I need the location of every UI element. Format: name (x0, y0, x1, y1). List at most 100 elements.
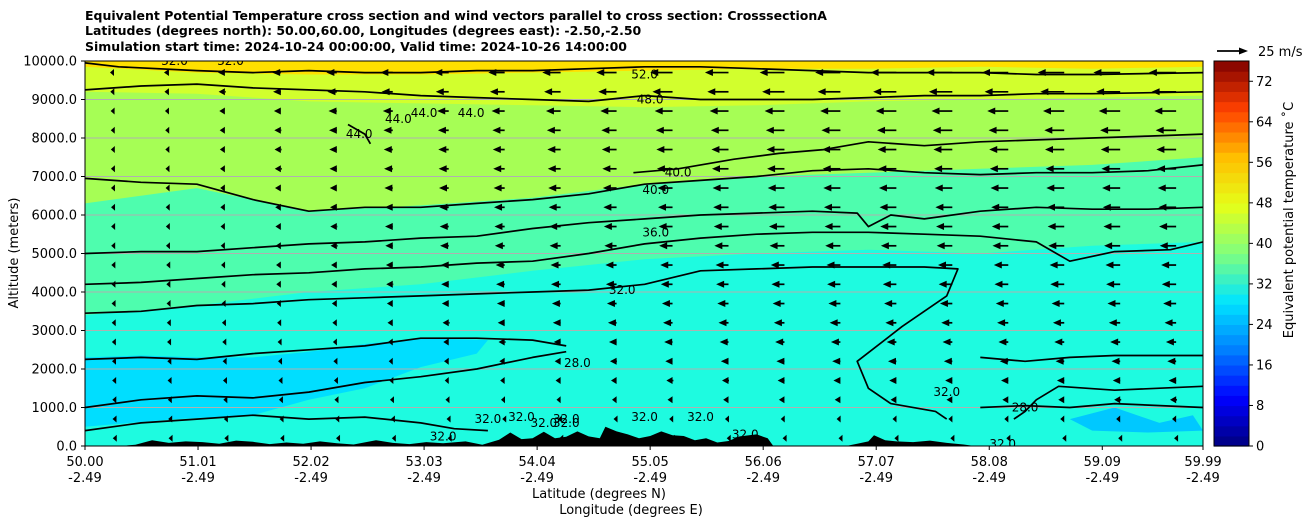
wind-vector (932, 126, 953, 134)
wind-vector-head (776, 357, 785, 365)
colorbar-tick-label: 56 (1256, 156, 1273, 171)
wind-vector (1044, 126, 1065, 134)
wind-vector (934, 165, 953, 173)
wind-vector-head (716, 280, 725, 288)
wind-vector-head (768, 203, 777, 211)
wind-vector-head (665, 357, 673, 365)
wind-vector (111, 261, 116, 269)
wind-vector (1111, 357, 1121, 365)
wind-vector-head (384, 165, 393, 173)
colorbar-band (1214, 294, 1249, 305)
wind-vector (827, 280, 841, 288)
wind-vector (549, 223, 561, 231)
colorbar-band (1214, 121, 1249, 133)
wind-vector (615, 434, 620, 442)
wind-vector-head (778, 396, 785, 404)
wind-vector (111, 319, 116, 327)
wind-vector (1098, 107, 1121, 115)
wind-vector (1170, 396, 1178, 404)
wind-vector (1001, 377, 1009, 385)
wind-vector-head (666, 377, 673, 385)
wind-vector (777, 377, 785, 385)
wind-vector (548, 203, 561, 211)
wind-vector-head (1108, 319, 1117, 327)
wind-vector-head (817, 88, 826, 96)
wind-vector (1157, 165, 1177, 173)
wind-vector (221, 319, 226, 327)
wind-vector (820, 107, 841, 115)
wind-vector (494, 203, 505, 211)
colorbar-tick-label: 72 (1256, 75, 1273, 90)
wind-vector (1106, 280, 1121, 288)
wind-vector-head (1118, 434, 1123, 442)
wind-vector (166, 300, 171, 308)
wind-vector-head (932, 126, 941, 134)
wind-vector-head (777, 377, 785, 385)
wind-vector (1100, 126, 1121, 134)
wind-vector (440, 261, 449, 269)
wind-vector-head (220, 165, 225, 173)
x-tick-label-lon: -2.49 (181, 471, 215, 486)
wind-vector-head (277, 338, 282, 346)
wind-vector-head (110, 126, 115, 134)
wind-vector (664, 338, 673, 346)
wind-vector (276, 261, 281, 269)
wind-vector-head (780, 415, 785, 423)
wind-vector-head (383, 126, 392, 134)
wind-vector-head (663, 319, 672, 327)
wind-vector-head (606, 300, 615, 308)
wind-vector-head (441, 300, 449, 308)
wind-vector (1105, 261, 1121, 269)
wind-vector-head (550, 261, 559, 269)
wind-vector (495, 261, 505, 269)
x-tick-label-lat: 57.07 (858, 455, 895, 470)
wind-vector-head (552, 319, 561, 327)
wind-vector (546, 126, 561, 134)
x-tick-label-lat: 56.06 (745, 455, 782, 470)
x-tick-label-lat: 58.08 (971, 455, 1008, 470)
wind-vector-head (221, 319, 226, 327)
wind-vector-head (948, 415, 953, 423)
wind-vector-head (440, 242, 449, 250)
wind-vector-head (437, 107, 446, 115)
wind-vector (817, 88, 841, 96)
contour-label: 32.0 (553, 412, 580, 426)
x-tick-label-lat: 51.01 (179, 455, 216, 470)
wind-vector (1040, 88, 1065, 96)
wind-vector-head (1102, 203, 1111, 211)
wind-vector-head (167, 377, 172, 385)
wind-vector (390, 415, 395, 423)
wind-vector-head (554, 357, 561, 365)
wind-vector (666, 377, 674, 385)
wind-vector-head (713, 223, 722, 231)
wind-vector-head (878, 184, 887, 192)
wind-vector-head (879, 203, 888, 211)
contour-label: 32.0 (161, 54, 188, 68)
wind-vector (326, 69, 337, 77)
wind-vector (221, 261, 226, 269)
wind-vector (330, 203, 338, 211)
wind-vector-head (272, 69, 281, 77)
colorbar-label: Equivalent potential temperature ˚C (1281, 102, 1297, 338)
wind-vector (1046, 203, 1065, 211)
wind-vector-head (224, 434, 229, 442)
colorbar-tick-label: 0 (1256, 440, 1264, 455)
wind-vector (931, 107, 953, 115)
wind-vector-head (112, 396, 117, 404)
wind-vector-head (1161, 261, 1170, 269)
wind-vector-head (278, 377, 283, 385)
wind-vector-head (390, 415, 395, 423)
quiver-key-label: 25 m/s (1258, 45, 1303, 60)
wind-vector-head (943, 357, 952, 365)
wind-vector-head (491, 107, 500, 115)
wind-vector (493, 184, 505, 192)
wind-vector (384, 165, 393, 173)
wind-vector (834, 396, 841, 404)
wind-vector (385, 223, 393, 231)
x-tick-label-lat: 55.05 (632, 455, 669, 470)
wind-vector (718, 319, 729, 327)
contour-32.0 (980, 402, 1203, 409)
contour-label: 44.0 (346, 127, 373, 141)
wind-vector-head (1054, 338, 1063, 346)
